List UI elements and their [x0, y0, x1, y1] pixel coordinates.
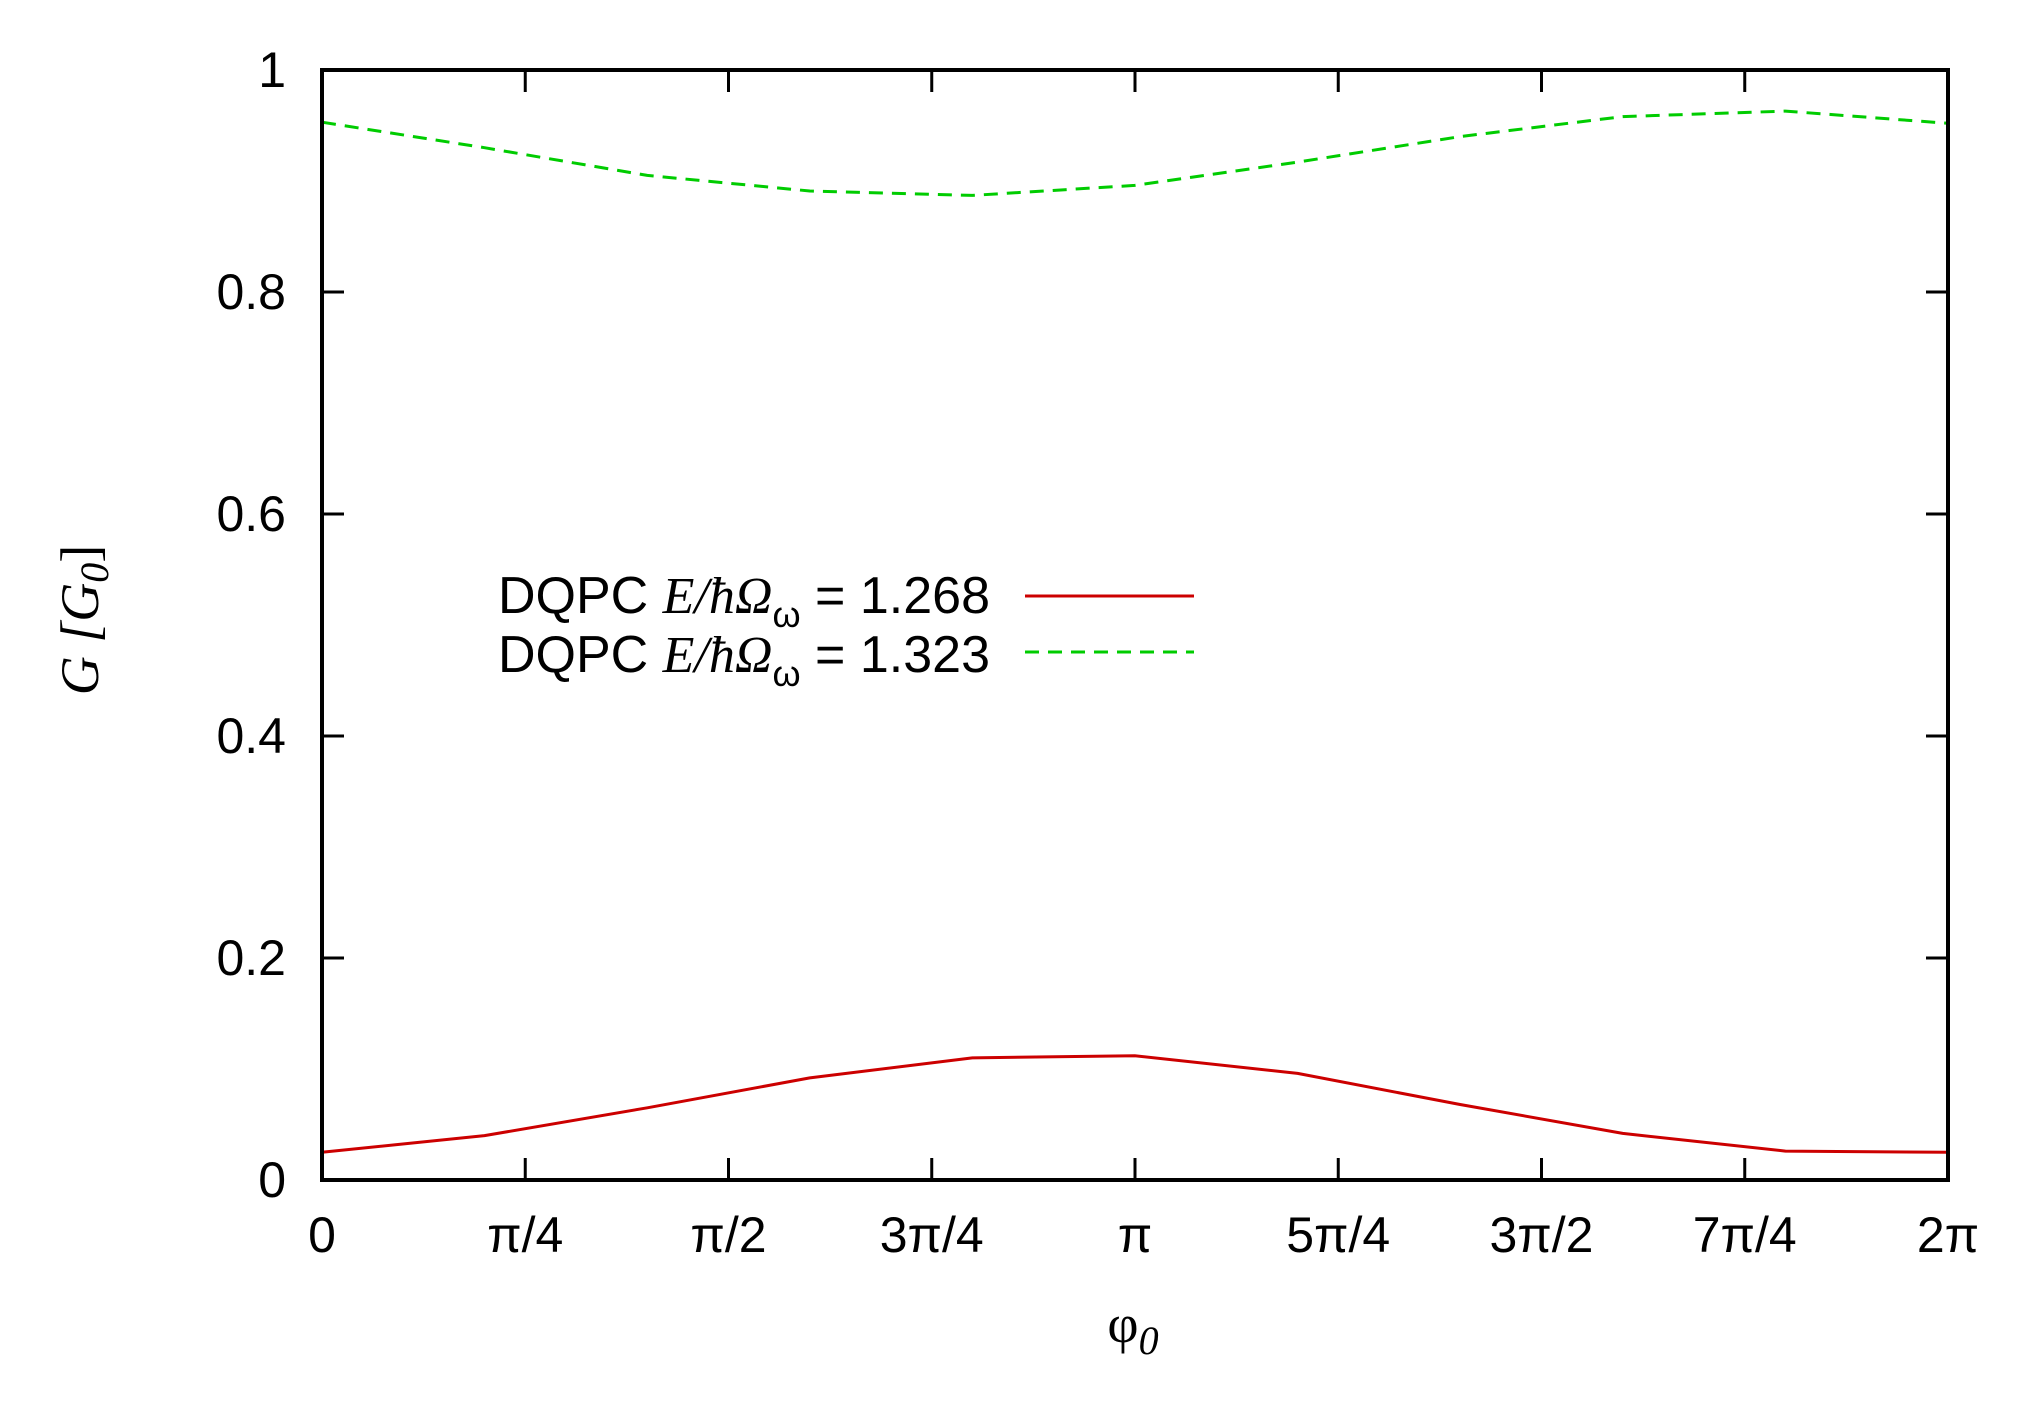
x-tick-labels: 0 π/4 π/2 3π/4 π 5π/4 3π/2 7π/4 2π	[308, 1207, 1979, 1263]
legend-entry-2: DQPC E/ħΩω = 1.323	[498, 626, 1194, 694]
ticks-layer	[320, 68, 1950, 1182]
y-tick-label: 0.4	[216, 708, 286, 764]
legend: DQPC E/ħΩω = 1.268 DQPC E/ħΩω = 1.323	[498, 567, 1194, 694]
legend-label-1: DQPC E/ħΩω = 1.268	[498, 567, 990, 635]
x-tick-label: 3π/4	[880, 1207, 984, 1263]
y-axis-label: G [G0]	[50, 545, 117, 696]
y-tick-label: 1	[258, 42, 286, 98]
legend-label-2: DQPC E/ħΩω = 1.323	[498, 626, 990, 694]
legend-entry-1: DQPC E/ħΩω = 1.268	[498, 567, 1194, 635]
x-tick-label: 0	[308, 1207, 336, 1263]
x-axis-label: φ0	[1107, 1294, 1158, 1363]
x-tick-label: 2π	[1917, 1207, 1979, 1263]
x-tick-label: π/4	[487, 1207, 563, 1263]
plot-frame	[320, 68, 1950, 1182]
y-tick-labels: 0 0.2 0.4 0.6 0.8 1	[216, 42, 286, 1208]
y-tick-label: 0.8	[216, 264, 286, 320]
x-tick-label: π	[1118, 1207, 1153, 1263]
x-tick-label: 5π/4	[1286, 1207, 1390, 1263]
series-layer	[321, 109, 1949, 1154]
x-tick-label: π/2	[690, 1207, 766, 1263]
series-line-1	[321, 1054, 1949, 1154]
x-tick-label: 3π/2	[1489, 1207, 1593, 1263]
x-tick-label: 7π/4	[1693, 1207, 1797, 1263]
y-tick-label: 0.6	[216, 486, 286, 542]
y-tick-label: 0	[258, 1152, 286, 1208]
series-line-2	[321, 109, 1949, 197]
y-tick-label: 0.2	[216, 930, 286, 986]
